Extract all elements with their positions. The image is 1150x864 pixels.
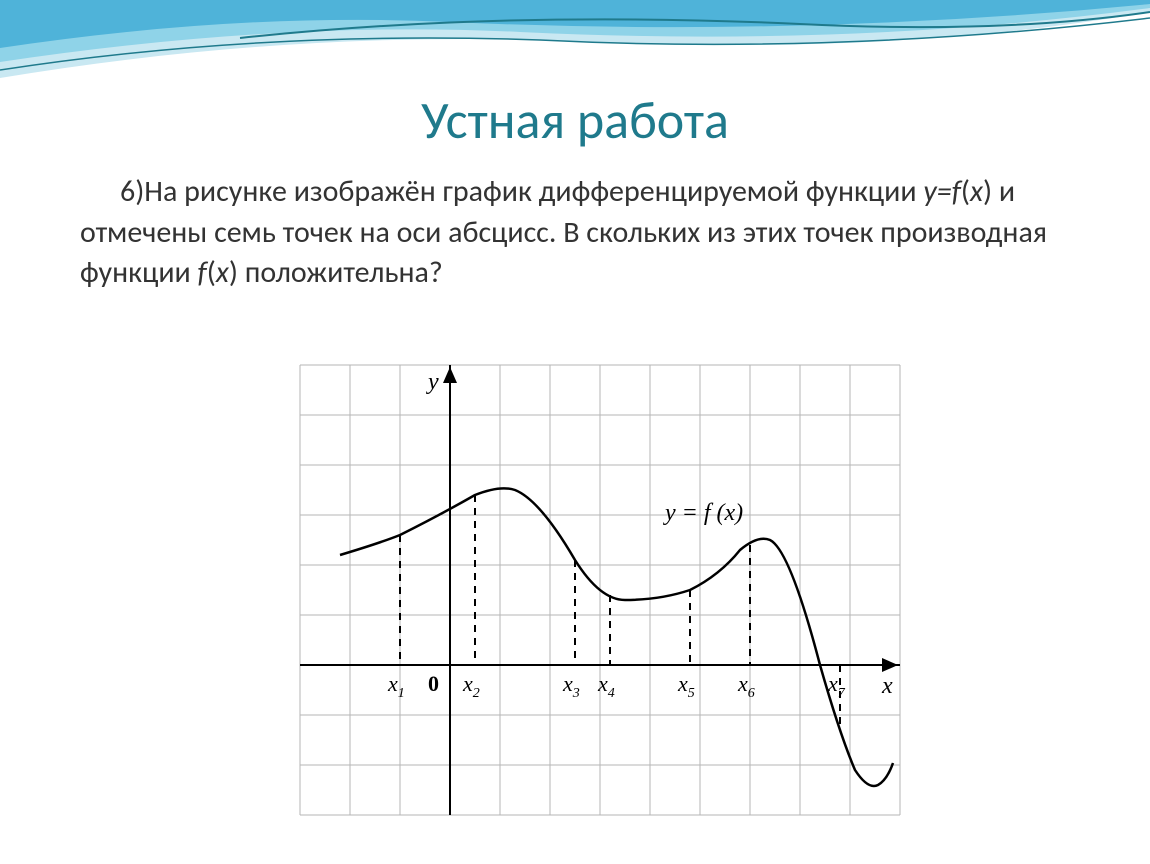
svg-text:x: x (881, 673, 893, 699)
problem-text-part1: 6)На рисунке изображён график дифференци… (120, 173, 923, 210)
problem-text: 6)На рисунке изображён график дифференци… (0, 152, 1150, 294)
svg-text:y: y (426, 369, 439, 395)
function-chart: yx0x1x2x3x4x5x6x7y = f (x) (290, 360, 905, 825)
svg-text:y = f (x): y = f (x) (663, 500, 743, 526)
slide-title: Устная работа (0, 0, 1150, 152)
svg-text:0: 0 (428, 671, 439, 696)
